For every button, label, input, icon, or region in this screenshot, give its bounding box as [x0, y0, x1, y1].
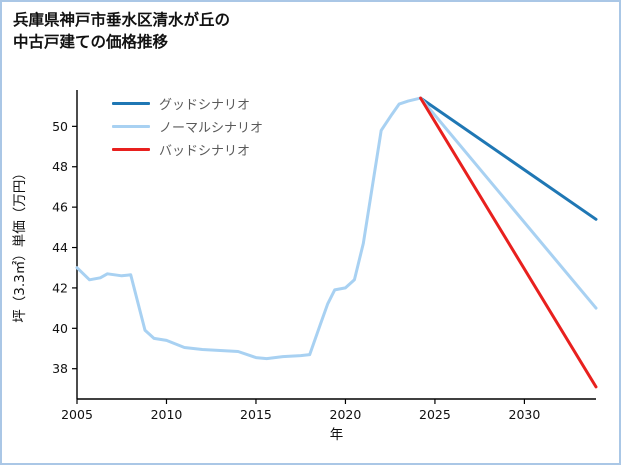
legend-line-swatch-0	[112, 101, 150, 105]
y-tick-label: 44	[52, 240, 68, 255]
y-axis-label: 坪（3.3㎡）単価（万円）	[12, 166, 28, 322]
y-tick-label: 46	[52, 200, 68, 215]
legend-label-1: ノーマルシナリオ	[159, 120, 264, 136]
chart-title-line1: 兵庫県神戸市垂水区清水が丘の	[13, 11, 231, 29]
legend-item-0: グッドシナリオ	[112, 96, 263, 113]
series-bad-scenario-line	[419, 96, 598, 389]
legend-line-swatch-2	[112, 147, 150, 151]
x-tick-label: 2025	[419, 407, 451, 422]
x-axis-label: 年	[330, 427, 344, 443]
x-tick-label: 2020	[330, 407, 362, 422]
series-actual-line	[75, 96, 423, 361]
y-tick-label: 50	[52, 119, 68, 134]
x-tick-label: 2015	[240, 407, 272, 422]
x-tick-label: 2030	[509, 407, 541, 422]
legend-label-2: バッドシナリオ	[159, 143, 251, 159]
chart-title: 兵庫県神戸市垂水区清水が丘の 中古戸建ての価格推移	[13, 9, 230, 54]
legend-label-0: グッドシナリオ	[159, 97, 251, 113]
legend-item-2: バッドシナリオ	[112, 142, 263, 159]
y-tick-label: 48	[52, 159, 68, 174]
series-normal-scenario-line	[419, 96, 598, 310]
y-tick-label: 40	[52, 321, 68, 336]
y-tick-label: 38	[52, 361, 68, 376]
series-good-scenario-line	[419, 96, 598, 221]
x-tick-label: 2005	[61, 407, 93, 422]
chart-legend: グッドシナリオ ノーマルシナリオ バッドシナリオ	[112, 96, 264, 159]
y-tick-label: 42	[52, 280, 68, 295]
chart-title-line2: 中古戸建ての価格推移	[13, 33, 169, 52]
legend-item-1: ノーマルシナリオ	[112, 119, 264, 136]
legend-line-swatch-1	[112, 124, 150, 128]
x-tick-label: 2010	[151, 407, 183, 422]
